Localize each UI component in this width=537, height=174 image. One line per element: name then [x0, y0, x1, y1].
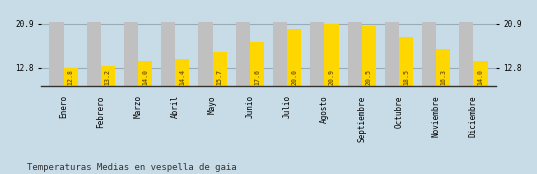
- Bar: [362, 26, 376, 86]
- Bar: [399, 37, 413, 86]
- Bar: [324, 24, 338, 86]
- Bar: [49, 22, 63, 86]
- Bar: [161, 22, 175, 86]
- Bar: [175, 59, 190, 86]
- Text: 14.0: 14.0: [142, 69, 148, 85]
- Text: 14.0: 14.0: [477, 69, 484, 85]
- Bar: [273, 22, 287, 86]
- Bar: [287, 29, 301, 86]
- Bar: [138, 61, 152, 86]
- Bar: [250, 42, 264, 86]
- Bar: [436, 49, 451, 86]
- Text: 16.3: 16.3: [440, 69, 446, 85]
- Bar: [236, 22, 250, 86]
- Bar: [63, 68, 78, 86]
- Bar: [199, 22, 213, 86]
- Bar: [474, 61, 488, 86]
- Text: 20.0: 20.0: [291, 69, 297, 85]
- Text: 17.6: 17.6: [254, 69, 260, 85]
- Text: 14.4: 14.4: [179, 69, 185, 85]
- Text: 20.9: 20.9: [329, 69, 335, 85]
- Text: 20.5: 20.5: [366, 69, 372, 85]
- Bar: [347, 22, 362, 86]
- Text: Temperaturas Medias en vespella de gaia: Temperaturas Medias en vespella de gaia: [27, 163, 236, 172]
- Bar: [385, 22, 399, 86]
- Bar: [459, 22, 474, 86]
- Bar: [101, 66, 115, 86]
- Text: 12.8: 12.8: [68, 69, 74, 85]
- Bar: [213, 52, 227, 86]
- Text: 18.5: 18.5: [403, 69, 409, 85]
- Bar: [422, 22, 436, 86]
- Bar: [86, 22, 101, 86]
- Text: 13.2: 13.2: [105, 69, 111, 85]
- Bar: [124, 22, 138, 86]
- Bar: [310, 22, 324, 86]
- Text: 15.7: 15.7: [216, 69, 223, 85]
